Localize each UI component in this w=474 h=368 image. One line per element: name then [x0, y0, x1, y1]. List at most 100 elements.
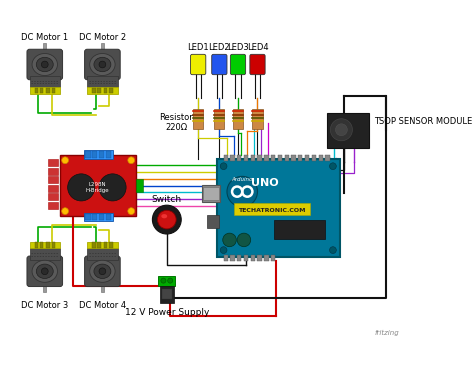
Bar [251, 155, 255, 161]
Circle shape [220, 163, 227, 170]
Bar [284, 155, 289, 161]
Circle shape [168, 278, 173, 283]
Bar [193, 109, 203, 129]
Bar [224, 255, 228, 261]
Bar [312, 155, 316, 161]
Bar [160, 286, 173, 302]
Text: Arduino: Arduino [232, 177, 253, 182]
Bar [48, 193, 58, 200]
Ellipse shape [36, 264, 53, 279]
Bar [234, 204, 310, 215]
Bar [48, 185, 58, 192]
Bar [43, 43, 46, 52]
Bar [237, 155, 241, 161]
FancyBboxPatch shape [84, 49, 120, 80]
Bar [104, 243, 108, 248]
Circle shape [62, 208, 69, 215]
Bar [237, 255, 241, 261]
Bar [87, 248, 118, 260]
Bar [52, 243, 55, 248]
Text: L298N
H-Bridge: L298N H-Bridge [85, 182, 109, 193]
Ellipse shape [36, 57, 53, 72]
Bar [257, 155, 262, 161]
Ellipse shape [90, 260, 115, 282]
Circle shape [329, 163, 337, 170]
Bar [264, 155, 268, 161]
Circle shape [99, 268, 106, 275]
Text: fritzing: fritzing [374, 330, 399, 336]
Text: Resistor
220Ω: Resistor 220Ω [159, 113, 193, 132]
Circle shape [223, 233, 237, 247]
Bar [99, 214, 104, 220]
Bar [48, 176, 58, 183]
Bar [264, 255, 268, 261]
FancyBboxPatch shape [212, 54, 227, 75]
Text: LED4: LED4 [246, 43, 268, 52]
Bar [244, 155, 248, 161]
Bar [87, 75, 118, 87]
Bar [84, 213, 112, 221]
Bar [325, 155, 329, 161]
Bar [251, 255, 255, 261]
Bar [92, 151, 97, 158]
FancyBboxPatch shape [27, 49, 63, 80]
Bar [214, 109, 225, 129]
Bar [29, 242, 60, 248]
Bar [162, 289, 172, 299]
Circle shape [329, 247, 337, 254]
Bar [244, 255, 248, 261]
Bar [35, 243, 38, 248]
Circle shape [330, 119, 352, 141]
Bar [104, 88, 108, 93]
Text: DC Motor 2: DC Motor 2 [79, 33, 126, 42]
Bar [97, 243, 100, 248]
Bar [84, 150, 112, 159]
Bar [253, 109, 263, 129]
Circle shape [161, 278, 166, 283]
Bar [201, 185, 220, 202]
Bar [158, 276, 175, 286]
Bar [85, 151, 91, 158]
Bar [48, 168, 58, 175]
Bar [97, 88, 100, 93]
Bar [100, 284, 104, 293]
Bar [48, 202, 58, 209]
Bar [230, 255, 235, 261]
Bar [327, 113, 369, 148]
Text: DC Motor 4: DC Motor 4 [79, 301, 126, 310]
Text: LED2: LED2 [209, 43, 230, 52]
Ellipse shape [94, 264, 111, 279]
Bar [92, 88, 96, 93]
FancyBboxPatch shape [191, 54, 206, 75]
Bar [60, 155, 137, 216]
Bar [106, 151, 111, 158]
Circle shape [237, 233, 251, 247]
Bar [292, 155, 296, 161]
Bar [87, 87, 118, 94]
Bar [35, 88, 38, 93]
Ellipse shape [94, 57, 111, 72]
FancyBboxPatch shape [27, 256, 63, 287]
Circle shape [62, 157, 69, 164]
Bar [230, 155, 235, 161]
Bar [274, 220, 325, 239]
Circle shape [128, 157, 135, 164]
Bar [40, 243, 43, 248]
Text: TSOP SENSOR MODULE: TSOP SENSOR MODULE [374, 117, 472, 126]
Text: Switch: Switch [152, 195, 182, 204]
Circle shape [99, 61, 106, 68]
Bar [298, 155, 302, 161]
Bar [29, 75, 60, 87]
Bar [92, 243, 96, 248]
Bar [87, 242, 118, 248]
Circle shape [220, 247, 227, 254]
Bar [109, 243, 112, 248]
Bar [137, 179, 143, 192]
Bar [52, 88, 55, 93]
Circle shape [227, 176, 257, 207]
Ellipse shape [161, 214, 167, 218]
Bar [203, 187, 219, 200]
Text: 12 V Power Supply: 12 V Power Supply [125, 308, 209, 317]
Bar [207, 215, 219, 228]
Circle shape [153, 205, 181, 234]
